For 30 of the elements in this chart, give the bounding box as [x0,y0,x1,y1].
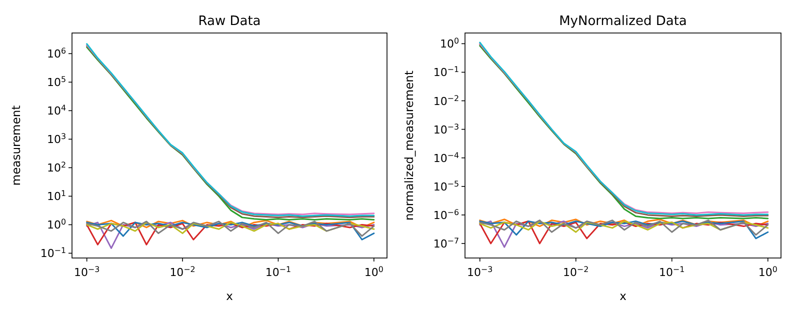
y-tick-label: 10$^{−2}$ [433,93,459,108]
x-tick-label: 10$^{−2}$ [563,264,589,279]
y-tick-label: 10$^{2}$ [46,160,66,175]
x-tick-label: 10$^{−2}$ [170,264,196,279]
x-tick-label: 10$^{0}$ [758,264,778,279]
chart-title: Raw Data [198,14,261,29]
x-tick-label: 10$^{0}$ [364,264,384,279]
y-axis-title: measurement [9,104,23,186]
y-tick-label: 10$^{0}$ [440,36,459,51]
y-tick-label: 10$^{−7}$ [433,236,459,250]
y-tick-label: 10$^{−5}$ [433,178,459,194]
y-tick-label: 10$^{4}$ [46,103,66,118]
y-tick-label: 10$^{0}$ [46,217,66,232]
x-axis-title: x [226,289,234,303]
y-tick-label: 10$^{−1}$ [433,64,459,80]
x-tick-label: 10$^{−1}$ [659,264,685,279]
x-tick-label: 10$^{−3}$ [467,264,493,279]
y-axis-title: normalized_measurement [402,70,416,220]
y-tick-label: 10$^{3}$ [46,132,66,146]
x-axis-title: x [620,289,627,303]
y-tick-label: 10$^{−3}$ [433,122,459,136]
chart-title: MyNormalized Data [559,14,687,29]
y-tick-label: 10$^{1}$ [46,188,66,204]
y-tick-label: 10$^{−1}$ [40,246,66,260]
y-tick-label: 10$^{5}$ [46,74,66,90]
x-tick-label: 10$^{−3}$ [74,264,100,279]
y-tick-label: 10$^{6}$ [46,46,66,61]
y-tick-label: 10$^{−4}$ [433,150,459,165]
y-tick-label: 10$^{−6}$ [433,207,459,222]
x-tick-label: 10$^{−1}$ [265,264,292,279]
